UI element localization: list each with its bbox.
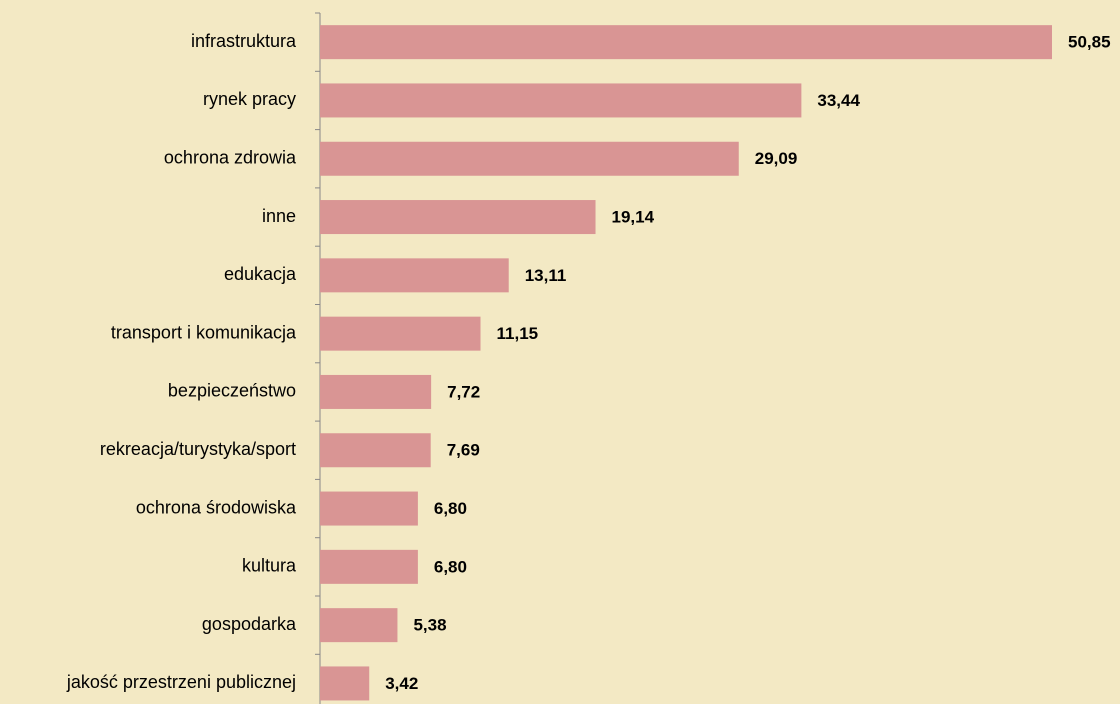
value-label: 19,14 [612,208,655,227]
category-label: rekreacja/turystyka/sport [100,439,296,459]
bar [320,141,739,176]
value-label: 11,15 [497,324,539,343]
value-label: 5,38 [413,616,446,635]
bar [320,374,432,409]
value-label: 7,72 [447,382,480,401]
bar [320,83,802,118]
value-label: 29,09 [755,149,798,168]
bar [320,491,418,526]
bar [320,549,418,584]
value-label: 6,80 [434,557,467,576]
category-label: transport i komunikacja [111,322,297,342]
category-label: kultura [242,556,297,576]
category-label: ochrona zdrowia [164,148,297,168]
category-label: infrastruktura [191,31,297,51]
category-label: edukacja [224,264,297,284]
bar [320,608,398,643]
bar [320,200,596,235]
bar [320,258,509,293]
category-label: inne [262,206,296,226]
value-label: 3,42 [385,674,418,693]
bar [320,666,370,701]
category-label: bezpieczeństwo [168,381,296,401]
value-label: 6,80 [434,499,467,518]
category-label: rynek pracy [203,89,296,109]
category-label: ochrona środowiska [136,497,297,517]
bar [320,25,1052,60]
value-label: 50,85 [1068,33,1111,52]
bar [320,433,431,468]
value-label: 13,11 [525,266,567,285]
value-label: 7,69 [447,441,480,460]
category-label: gospodarka [202,614,297,634]
category-label: jakość przestrzeni publicznej [66,672,296,692]
bar [320,316,481,351]
value-label: 33,44 [817,91,860,110]
